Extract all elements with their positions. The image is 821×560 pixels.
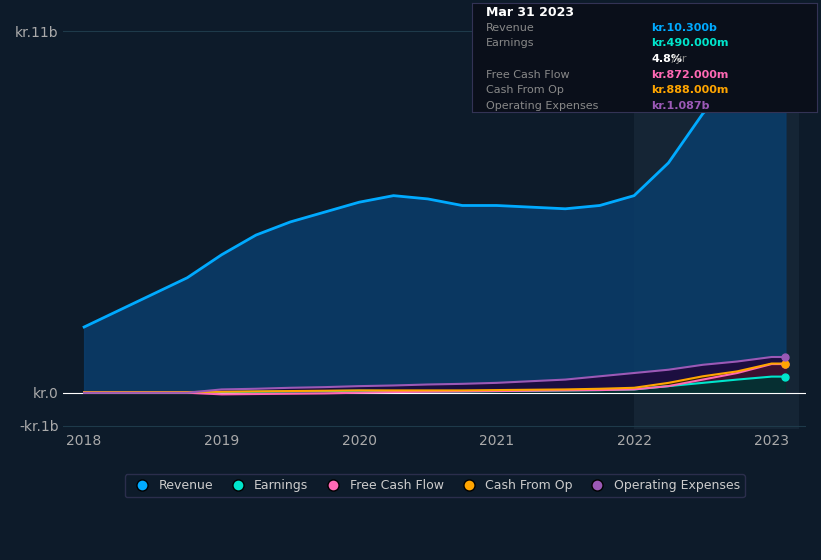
Text: /yr: /yr bbox=[668, 54, 686, 64]
Bar bbox=[634, 15, 799, 429]
Text: Revenue: Revenue bbox=[486, 23, 534, 32]
Text: kr.490.000m: kr.490.000m bbox=[651, 38, 729, 48]
Text: Mar 31 2023: Mar 31 2023 bbox=[486, 6, 574, 18]
Text: Free Cash Flow: Free Cash Flow bbox=[486, 69, 570, 80]
Text: Cash From Op: Cash From Op bbox=[486, 85, 564, 95]
Text: 4.8%: 4.8% bbox=[651, 54, 682, 64]
Text: kr.872.000m: kr.872.000m bbox=[651, 69, 729, 80]
Legend: Revenue, Earnings, Free Cash Flow, Cash From Op, Operating Expenses: Revenue, Earnings, Free Cash Flow, Cash … bbox=[125, 474, 745, 497]
Text: kr.1.087b: kr.1.087b bbox=[651, 101, 710, 111]
Text: Earnings: Earnings bbox=[486, 38, 534, 48]
Text: kr.888.000m: kr.888.000m bbox=[651, 85, 729, 95]
Text: Operating Expenses: Operating Expenses bbox=[486, 101, 599, 111]
Text: kr.10.300b: kr.10.300b bbox=[651, 23, 718, 32]
